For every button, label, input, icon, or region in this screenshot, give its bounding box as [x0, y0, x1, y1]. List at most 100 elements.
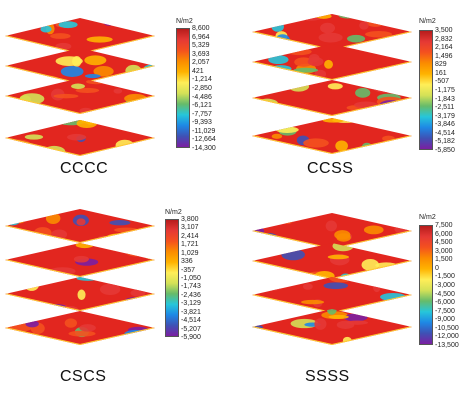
stress-contour [75, 87, 100, 93]
stress-contour [68, 330, 96, 337]
stress-contour [381, 142, 399, 147]
stress-contour [405, 127, 412, 136]
colorbar-tick-label: -11,029 [192, 127, 216, 135]
stress-contour [49, 267, 76, 276]
stress-contour [24, 134, 44, 140]
stress-contour [314, 318, 327, 330]
stress-contour [302, 283, 313, 290]
stress-contour [144, 252, 155, 260]
stress-contour [23, 243, 46, 248]
stress-contour [354, 101, 378, 109]
colorbar-unit: N/m2 [419, 18, 436, 25]
colorbar-tick-label: -2,850 [192, 85, 212, 92]
stress-contour [365, 31, 393, 38]
panel-cscs: N/m2 3,800 3,107 2,414 1,721 1,029 336 -357 -1,… [0, 201, 237, 402]
case-label: CCCC [60, 160, 109, 177]
colorbar-tick-label: -13,500 [435, 342, 459, 349]
stress-contour [334, 230, 351, 240]
stress-contour [23, 47, 52, 54]
colorbar-tick-label: -5,850 [435, 147, 455, 154]
stress-contour [5, 125, 13, 137]
stress-contour [324, 59, 333, 69]
stress-contour [271, 133, 283, 139]
stress-contour [355, 87, 371, 98]
colorbar-tick-label: 8,600 [192, 25, 210, 32]
stress-contour [84, 73, 101, 79]
stress-contour [71, 83, 85, 89]
colorbar-tick-label: -2,511 [435, 104, 455, 112]
colorbar-tick-label: -3,821 [181, 308, 201, 316]
stress-contour [338, 14, 357, 19]
stress-contour [9, 22, 26, 27]
colorbar-tick-label: -2,436 [181, 291, 201, 299]
stress-contour [140, 243, 155, 252]
colorbar-tick-label: -1,500 [435, 273, 455, 281]
stress-contour [318, 32, 343, 43]
stress-contour [55, 42, 72, 50]
stress-contour [322, 118, 345, 123]
colorbar-tick-label: -5,182 [435, 138, 455, 146]
colorbar-tick-label: -10,500 [435, 324, 459, 332]
stress-contour [285, 272, 298, 278]
stress-contour [252, 213, 268, 216]
stress-contour [58, 21, 78, 29]
stress-contour [7, 332, 19, 337]
stress-contour [45, 212, 61, 224]
plate-edge [5, 327, 155, 345]
stress-contour [53, 93, 79, 99]
case-label: CSCS [60, 368, 107, 385]
panel-ccss: N/m2 3,500 2,832 2,164 1,496 829 161 -507 -1,17… [237, 0, 474, 201]
plate-edge [5, 293, 155, 311]
colorbar-tick-label: -1,175 [435, 87, 455, 94]
stress-contour [76, 218, 86, 226]
colorbar-tick-label: -3,179 [435, 112, 455, 120]
stress-contour [93, 306, 111, 311]
stress-contour [109, 220, 131, 226]
colorbar-tick-label: 7,500 [435, 222, 453, 229]
stress-contour [263, 111, 280, 116]
colorbar-tick-label: 3,000 [435, 247, 453, 255]
stress-contour [299, 14, 324, 21]
stress-contour [327, 83, 343, 90]
stress-contour [252, 76, 271, 80]
colorbar-tick-label: -4,500 [435, 290, 455, 298]
stress-contour [136, 143, 147, 156]
stress-contour [323, 282, 349, 290]
stress-contour [76, 120, 98, 128]
colorbar-tick-label: -6,000 [435, 299, 455, 307]
stress-contour [373, 80, 394, 88]
stress-contour [287, 48, 312, 56]
stress-contour [320, 22, 336, 34]
stress-contour [5, 219, 19, 226]
stress-contour [133, 47, 144, 54]
colorbar-ticks: 3,800 3,107 2,414 1,721 1,029 336 -357 -1,050 -1… [181, 216, 221, 341]
colorbar-tick-label: 3,693 [192, 50, 210, 58]
panel-cccc: N/m2 8,600 6,964 5,329 3,693 2,057 421 -1,214-… [0, 0, 237, 201]
stress-contour [12, 80, 32, 84]
stress-contour [99, 283, 121, 295]
stress-contour [395, 334, 412, 345]
stress-contour [115, 243, 138, 248]
stress-contour [277, 118, 292, 124]
stress-contour [260, 285, 282, 291]
colorbar-ticks: 3,500 2,832 2,164 1,496 829 161 -507 -1,175 -1,8… [435, 27, 472, 154]
colorbar-tick-label: 2,057 [192, 59, 210, 67]
stress-contour [363, 225, 384, 235]
stress-contour [379, 100, 403, 110]
stress-contour [132, 277, 142, 281]
stress-contour [389, 20, 410, 28]
stress-contour [40, 25, 52, 33]
colorbar-tick-label: -1,214 [192, 76, 212, 84]
plate-edge [5, 95, 155, 114]
stress-contour [93, 66, 114, 77]
stress-contour [315, 14, 332, 19]
colorbar-tick-label: -7,500 [435, 307, 455, 315]
plate-edge [5, 137, 155, 156]
stress-contour [125, 42, 148, 52]
stress-contour [7, 301, 34, 311]
colorbar [419, 225, 433, 345]
stress-contour [325, 220, 337, 232]
colorbar-tick-label: 1,500 [435, 256, 453, 264]
colorbar-unit: N/m2 [419, 214, 436, 221]
colorbar-tick-label: -12,664 [192, 136, 216, 144]
